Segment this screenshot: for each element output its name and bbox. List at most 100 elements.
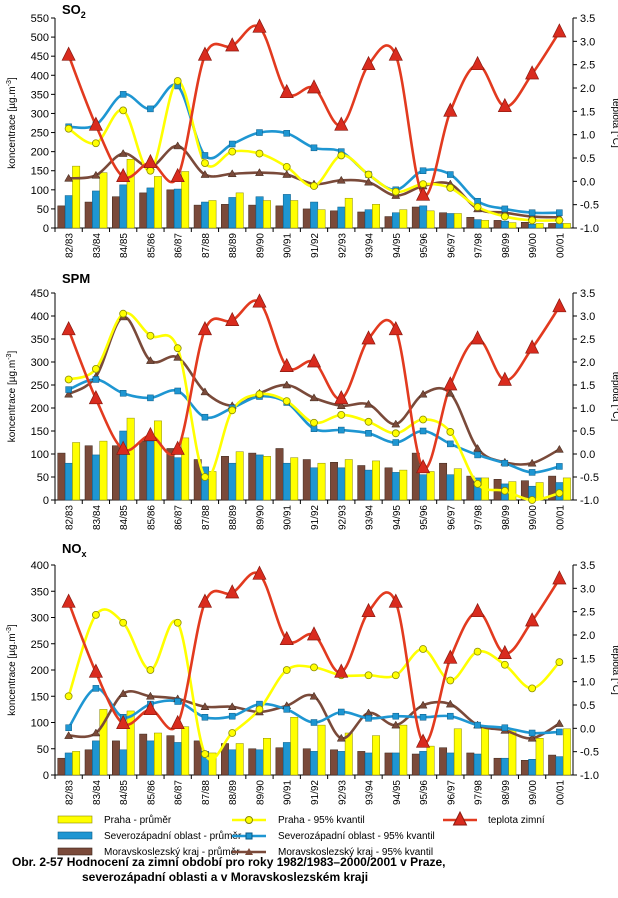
point-msk-p95 bbox=[473, 443, 483, 452]
bar-msk-mean bbox=[384, 752, 393, 776]
x-tick-label: 88/89 bbox=[228, 233, 239, 258]
x-tick-label: 92/93 bbox=[337, 780, 348, 805]
point-temp bbox=[470, 330, 485, 345]
point-praha-p95 bbox=[255, 705, 264, 714]
y2-axis-label: teplota [°C] bbox=[610, 372, 618, 422]
bar-msk-mean bbox=[520, 222, 529, 229]
point-temp bbox=[388, 593, 403, 608]
y2-tick-label: -1.0 bbox=[580, 770, 599, 782]
y2-tick-label: 3.0 bbox=[580, 311, 595, 323]
point-praha-p95 bbox=[473, 647, 482, 656]
point-praha-p95 bbox=[391, 187, 400, 196]
point-praha-p95 bbox=[173, 618, 182, 627]
y-axis-label: koncentrace [µg.m-3] bbox=[6, 77, 18, 169]
bar-msk-mean bbox=[221, 204, 229, 229]
point-praha-p95 bbox=[364, 417, 373, 426]
point-temp bbox=[497, 97, 512, 113]
bar-msk-mean bbox=[520, 760, 529, 776]
point-temp bbox=[252, 18, 267, 33]
bar-praha-mean bbox=[372, 204, 380, 229]
bar-sz-mean bbox=[391, 212, 400, 229]
point-praha-p95 bbox=[282, 397, 291, 406]
bar-sz-mean bbox=[201, 201, 210, 229]
y-tick-label: 450 bbox=[31, 51, 49, 63]
bar-sz-mean bbox=[446, 474, 455, 501]
y-tick-label: 50 bbox=[37, 744, 49, 756]
x-tick-label: 00/01 bbox=[555, 233, 566, 258]
bar-msk-mean bbox=[139, 733, 148, 776]
y-tick-label: 0 bbox=[43, 495, 49, 507]
x-tick-label: 99/00 bbox=[528, 780, 539, 805]
y-tick-label: 0 bbox=[43, 770, 49, 782]
bar-msk-mean bbox=[112, 740, 120, 776]
point-sz-p95 bbox=[392, 439, 400, 446]
bar-msk-mean bbox=[275, 448, 284, 501]
point-sz-p95 bbox=[92, 376, 100, 383]
point-msk-p95 bbox=[64, 389, 74, 398]
bar-praha-mean bbox=[235, 451, 244, 501]
panel-title-nox: NOx bbox=[62, 541, 87, 559]
x-tick-label: 98/99 bbox=[501, 780, 512, 805]
point-temp bbox=[170, 714, 185, 730]
y-tick-label: 250 bbox=[31, 380, 49, 392]
x-tick-label: 98/99 bbox=[501, 233, 512, 258]
y2-tick-label: 3.5 bbox=[580, 13, 595, 25]
legend-sz-p95-label: Severozápadní oblast - 95% kvantil bbox=[278, 831, 435, 842]
point-sz-p95 bbox=[419, 714, 427, 721]
point-msk-p95 bbox=[309, 691, 319, 700]
y-tick-label: 300 bbox=[31, 613, 49, 625]
point-praha-p95 bbox=[419, 645, 427, 653]
bar-msk-mean bbox=[302, 208, 311, 229]
y-tick-label: 50 bbox=[37, 204, 49, 216]
point-msk-p95 bbox=[445, 388, 455, 397]
point-praha-p95 bbox=[310, 663, 318, 672]
point-sz-p95 bbox=[528, 469, 536, 476]
y2-tick-label: -0.5 bbox=[580, 472, 599, 484]
bar-sz-mean bbox=[419, 751, 428, 776]
point-praha-p95 bbox=[201, 750, 209, 758]
legend-msk-mean-label: Moravskoslezský kraj - průměr bbox=[104, 846, 240, 858]
point-sz-p95 bbox=[65, 386, 72, 393]
point-praha-p95 bbox=[528, 216, 537, 225]
point-praha-p95 bbox=[146, 666, 155, 674]
x-tick-label: 86/87 bbox=[174, 780, 185, 805]
y-tick-label: 300 bbox=[31, 357, 49, 369]
bar-praha-mean bbox=[208, 200, 217, 229]
y-tick-label: 450 bbox=[31, 288, 49, 300]
bar-praha-mean bbox=[481, 220, 490, 229]
bar-sz-mean bbox=[173, 188, 182, 229]
bar-msk-mean bbox=[466, 217, 475, 229]
y-tick-label: 200 bbox=[31, 403, 49, 415]
point-msk-p95 bbox=[554, 719, 564, 727]
point-sz-p95 bbox=[556, 728, 563, 736]
point-praha-p95 bbox=[364, 170, 373, 179]
x-tick-label: 82/83 bbox=[65, 233, 76, 258]
bar-msk-mean bbox=[112, 196, 120, 229]
bar-praha-mean bbox=[562, 223, 571, 229]
bar-sz-mean bbox=[446, 213, 455, 229]
point-msk-p95 bbox=[173, 352, 183, 361]
point-sz-p95 bbox=[501, 459, 509, 467]
x-tick-label: 83/84 bbox=[92, 505, 103, 530]
x-tick-label: 94/95 bbox=[392, 780, 403, 805]
point-praha-p95 bbox=[391, 429, 400, 438]
bar-msk-mean bbox=[166, 448, 175, 501]
bar-praha-mean bbox=[399, 209, 408, 229]
point-msk-p95 bbox=[91, 170, 101, 179]
point-temp bbox=[116, 440, 131, 455]
bar-sz-mean bbox=[419, 205, 428, 229]
point-sz-p95 bbox=[338, 426, 345, 434]
point-praha-p95 bbox=[500, 486, 509, 495]
y2-tick-label: 1.0 bbox=[580, 130, 595, 142]
bar-praha-mean bbox=[372, 460, 380, 501]
point-temp bbox=[470, 602, 485, 618]
point-sz-p95 bbox=[201, 152, 209, 159]
bar-praha-mean bbox=[372, 735, 380, 776]
point-temp bbox=[497, 371, 512, 386]
point-praha-p95 bbox=[282, 666, 291, 674]
bar-sz-mean bbox=[473, 753, 482, 776]
x-tick-label: 89/90 bbox=[255, 505, 266, 530]
y-tick-label: 200 bbox=[31, 665, 49, 677]
x-tick-label: 99/00 bbox=[528, 233, 539, 258]
x-tick-label: 91/92 bbox=[310, 233, 321, 258]
